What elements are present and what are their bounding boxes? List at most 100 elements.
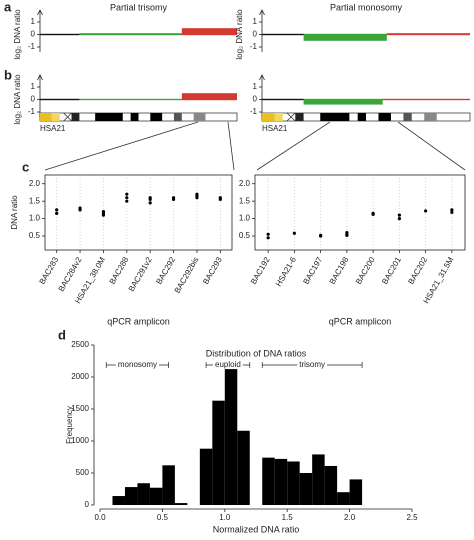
- y-tick-label: 0: [253, 95, 258, 104]
- y-tick-label: 2.0: [29, 179, 41, 188]
- y-tick-label: -1: [28, 42, 36, 51]
- y-tick-label: 1: [31, 82, 36, 91]
- y-axis-label: log₂ DNA ratio: [235, 9, 244, 60]
- annotation: euploid: [215, 360, 241, 369]
- point: [292, 231, 296, 235]
- segment: [386, 33, 470, 36]
- ideogram-band: [71, 113, 80, 121]
- x-tick-label: BAC198: [328, 255, 351, 286]
- x-tick-label: 0.0: [94, 513, 106, 522]
- y-tick-label: 1000: [71, 436, 89, 445]
- annotation: monosomy: [118, 360, 157, 369]
- segment: [181, 28, 237, 36]
- y-tick-label: 2.0: [239, 179, 251, 188]
- axis-arrow: [259, 9, 265, 16]
- centromere: [286, 112, 296, 122]
- ideogram-label: HSA21: [262, 124, 288, 133]
- ideogram-band: [40, 113, 52, 121]
- bar: [274, 458, 288, 505]
- point: [218, 196, 222, 200]
- bar: [237, 430, 250, 505]
- y-tick-label: 0: [31, 95, 36, 104]
- point: [424, 209, 428, 213]
- x-tick-label: BAC202: [406, 255, 429, 286]
- ideogram-band: [193, 113, 206, 121]
- bar: [174, 503, 188, 505]
- plot-frame: [44, 174, 233, 251]
- point: [450, 210, 454, 214]
- centromere: [63, 112, 72, 122]
- point: [397, 217, 401, 221]
- x-tick-label: 2.5: [406, 513, 418, 522]
- point: [55, 211, 59, 215]
- bar: [124, 487, 138, 505]
- segment: [303, 33, 387, 41]
- ideogram-band: [51, 113, 60, 121]
- axis-arrow: [37, 9, 43, 16]
- y-tick-label: 0: [31, 30, 36, 39]
- panel-label: c: [22, 159, 29, 174]
- ideogram-band: [130, 113, 139, 121]
- y-tick-label: 1: [253, 17, 258, 26]
- point: [125, 199, 129, 203]
- bar: [112, 496, 125, 505]
- x-tick-label: BAC291v2: [127, 255, 154, 293]
- y-tick-label: 1.5: [239, 196, 251, 205]
- x-tick-label: BAC283: [38, 255, 61, 286]
- y-tick-label: -1: [28, 107, 36, 116]
- x-tick-label: 1.5: [282, 513, 294, 522]
- point: [266, 232, 270, 236]
- y-tick-label: 0.5: [29, 231, 41, 240]
- chart-title: Partial trisomy: [110, 2, 168, 12]
- y-tick-label: 2000: [71, 372, 89, 381]
- y-tick-label: -1: [250, 107, 258, 116]
- point: [148, 196, 152, 200]
- ideogram-band: [95, 113, 123, 121]
- annotation-bg: [213, 360, 243, 370]
- point: [78, 206, 82, 210]
- segment: [79, 33, 182, 36]
- ideogram-band: [403, 113, 412, 121]
- y-tick-label: 2500: [71, 340, 89, 349]
- x-tick-label: BAC200: [354, 255, 377, 286]
- segment: [262, 33, 304, 36]
- bar: [349, 479, 363, 505]
- y-axis-label: DNA ratio: [10, 195, 19, 230]
- y-tick-label: 0: [85, 500, 90, 509]
- bar: [337, 492, 350, 505]
- chart-title: Distribution of DNA ratios: [206, 348, 307, 358]
- bar: [162, 465, 175, 505]
- plot-frame: [254, 174, 466, 251]
- axis-arrow: [259, 74, 265, 81]
- point: [371, 211, 375, 215]
- y-tick-label: 1: [253, 82, 258, 91]
- point: [125, 192, 129, 196]
- point: [101, 211, 106, 215]
- point: [319, 233, 323, 237]
- ideogram-band: [320, 113, 350, 121]
- y-tick-label: 1.0: [239, 214, 251, 223]
- point: [195, 194, 199, 198]
- y-axis-label: log₂ DNA ratio: [13, 9, 22, 60]
- zoom-lines: [44, 121, 466, 171]
- segment: [303, 98, 383, 105]
- ideogram-band: [295, 113, 304, 121]
- y-axis-label: Frequency: [65, 406, 74, 444]
- point: [171, 196, 176, 200]
- bar: [212, 400, 225, 505]
- y-tick-label: -1: [250, 42, 258, 51]
- ideogram-band: [378, 113, 391, 121]
- point: [266, 236, 270, 240]
- segment: [40, 98, 80, 101]
- y-tick-label: 0.5: [239, 231, 251, 240]
- panel-label: b: [4, 67, 12, 82]
- bar: [199, 448, 213, 505]
- x-tick-label: BAC288: [108, 255, 131, 286]
- x-axis-label: qPCR amplicon: [107, 316, 170, 326]
- point: [345, 232, 349, 236]
- point: [450, 208, 454, 212]
- panel-label: d: [58, 327, 66, 342]
- bar: [224, 368, 238, 505]
- ideogram-band: [357, 113, 366, 121]
